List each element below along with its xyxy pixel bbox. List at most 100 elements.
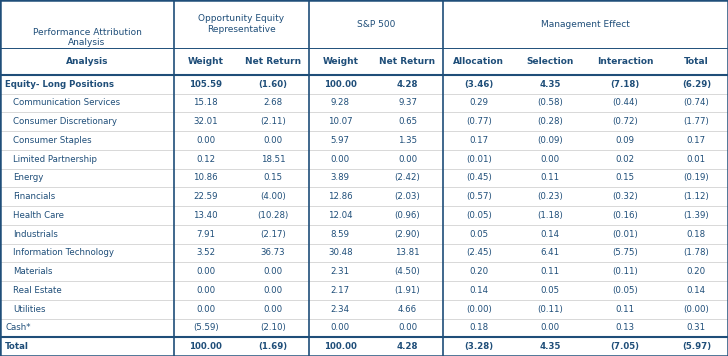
Text: 10.07: 10.07 — [328, 117, 352, 126]
Text: Interaction: Interaction — [597, 57, 654, 66]
Text: 0.00: 0.00 — [264, 267, 282, 276]
Text: 0.12: 0.12 — [196, 155, 215, 164]
Text: 0.20: 0.20 — [687, 267, 706, 276]
Text: 0.00: 0.00 — [196, 267, 215, 276]
Text: 3.89: 3.89 — [331, 173, 349, 182]
Text: (0.23): (0.23) — [537, 192, 563, 201]
Text: 0.00: 0.00 — [540, 323, 560, 333]
Text: Health Care: Health Care — [13, 211, 64, 220]
Text: (1.60): (1.60) — [258, 80, 288, 89]
Text: (10.28): (10.28) — [258, 211, 288, 220]
Text: (0.16): (0.16) — [612, 211, 638, 220]
Text: 8.59: 8.59 — [331, 230, 349, 239]
Text: 0.00: 0.00 — [398, 323, 417, 333]
Text: (6.29): (6.29) — [682, 80, 711, 89]
Text: 0.00: 0.00 — [264, 136, 282, 145]
Text: 0.00: 0.00 — [331, 323, 350, 333]
Text: (0.32): (0.32) — [612, 192, 638, 201]
Text: Communication Services: Communication Services — [13, 98, 120, 108]
Text: 13.81: 13.81 — [395, 248, 420, 257]
Text: 100.00: 100.00 — [324, 80, 357, 89]
Text: 0.11: 0.11 — [540, 173, 560, 182]
Text: (2.42): (2.42) — [395, 173, 420, 182]
Text: 0.01: 0.01 — [687, 155, 706, 164]
Text: Materials: Materials — [13, 267, 52, 276]
Text: 4.35: 4.35 — [539, 80, 561, 89]
Text: 105.59: 105.59 — [189, 80, 222, 89]
Text: 2.17: 2.17 — [331, 286, 350, 295]
Text: Financials: Financials — [13, 192, 55, 201]
Text: (3.28): (3.28) — [464, 342, 494, 351]
Text: Limited Partnership: Limited Partnership — [13, 155, 97, 164]
Text: (1.69): (1.69) — [258, 342, 288, 351]
Text: (2.10): (2.10) — [260, 323, 286, 333]
Text: (0.11): (0.11) — [537, 305, 563, 314]
Text: Utilities: Utilities — [13, 305, 46, 314]
Text: 0.05: 0.05 — [540, 286, 560, 295]
Text: Industrials: Industrials — [13, 230, 58, 239]
Text: (0.28): (0.28) — [537, 117, 563, 126]
Text: 4.28: 4.28 — [397, 80, 419, 89]
Text: Consumer Discretionary: Consumer Discretionary — [13, 117, 117, 126]
Text: 13.40: 13.40 — [194, 211, 218, 220]
Text: (4.00): (4.00) — [260, 192, 286, 201]
Text: 0.00: 0.00 — [331, 155, 350, 164]
Text: (1.18): (1.18) — [537, 211, 563, 220]
Text: (0.58): (0.58) — [537, 98, 563, 108]
Text: 0.15: 0.15 — [616, 173, 635, 182]
Text: (1.78): (1.78) — [684, 248, 709, 257]
Text: 0.65: 0.65 — [398, 117, 417, 126]
Text: (1.91): (1.91) — [395, 286, 420, 295]
Text: (5.97): (5.97) — [682, 342, 711, 351]
Text: 10.86: 10.86 — [194, 173, 218, 182]
Text: (0.11): (0.11) — [612, 267, 638, 276]
Text: (0.09): (0.09) — [537, 136, 563, 145]
Text: 9.37: 9.37 — [398, 98, 417, 108]
Text: Equity- Long Positions: Equity- Long Positions — [5, 80, 114, 89]
Text: Selection: Selection — [526, 57, 574, 66]
Text: 0.18: 0.18 — [469, 323, 488, 333]
Text: (4.50): (4.50) — [395, 267, 420, 276]
Text: (2.03): (2.03) — [395, 192, 420, 201]
Text: 0.00: 0.00 — [540, 155, 560, 164]
Text: (1.12): (1.12) — [684, 192, 709, 201]
Text: Opportunity Equity
Representative: Opportunity Equity Representative — [198, 14, 285, 34]
Text: (0.45): (0.45) — [466, 173, 491, 182]
Text: 0.11: 0.11 — [540, 267, 560, 276]
Text: (2.17): (2.17) — [260, 230, 286, 239]
Text: (0.00): (0.00) — [684, 305, 709, 314]
Text: 1.35: 1.35 — [398, 136, 417, 145]
Text: 0.20: 0.20 — [469, 267, 488, 276]
Text: S&P 500: S&P 500 — [357, 20, 395, 28]
Text: (5.59): (5.59) — [193, 323, 218, 333]
Text: (7.18): (7.18) — [611, 80, 640, 89]
Text: 3.52: 3.52 — [196, 248, 215, 257]
Text: (0.72): (0.72) — [612, 117, 638, 126]
Text: 2.31: 2.31 — [331, 267, 350, 276]
Text: Allocation: Allocation — [454, 57, 505, 66]
Text: (0.19): (0.19) — [684, 173, 709, 182]
Text: Net Return: Net Return — [245, 57, 301, 66]
Text: (7.05): (7.05) — [611, 342, 640, 351]
Text: (1.39): (1.39) — [684, 211, 709, 220]
Text: 0.00: 0.00 — [196, 136, 215, 145]
Text: 0.18: 0.18 — [687, 230, 706, 239]
Text: (1.77): (1.77) — [684, 117, 709, 126]
Text: Performance Attribution
Analysis: Performance Attribution Analysis — [33, 28, 141, 47]
Text: (0.74): (0.74) — [684, 98, 709, 108]
Text: 12.86: 12.86 — [328, 192, 352, 201]
Text: (0.05): (0.05) — [466, 211, 491, 220]
Text: 9.28: 9.28 — [331, 98, 349, 108]
Text: (0.77): (0.77) — [466, 117, 491, 126]
Text: (0.96): (0.96) — [395, 211, 420, 220]
Text: 0.09: 0.09 — [616, 136, 635, 145]
Text: Consumer Staples: Consumer Staples — [13, 136, 92, 145]
Text: (5.75): (5.75) — [612, 248, 638, 257]
Text: Total: Total — [684, 57, 709, 66]
Text: 30.48: 30.48 — [328, 248, 352, 257]
Text: 4.66: 4.66 — [398, 305, 417, 314]
Text: 4.28: 4.28 — [397, 342, 419, 351]
Text: Total: Total — [5, 342, 29, 351]
Text: 0.00: 0.00 — [264, 305, 282, 314]
Text: 0.05: 0.05 — [469, 230, 488, 239]
